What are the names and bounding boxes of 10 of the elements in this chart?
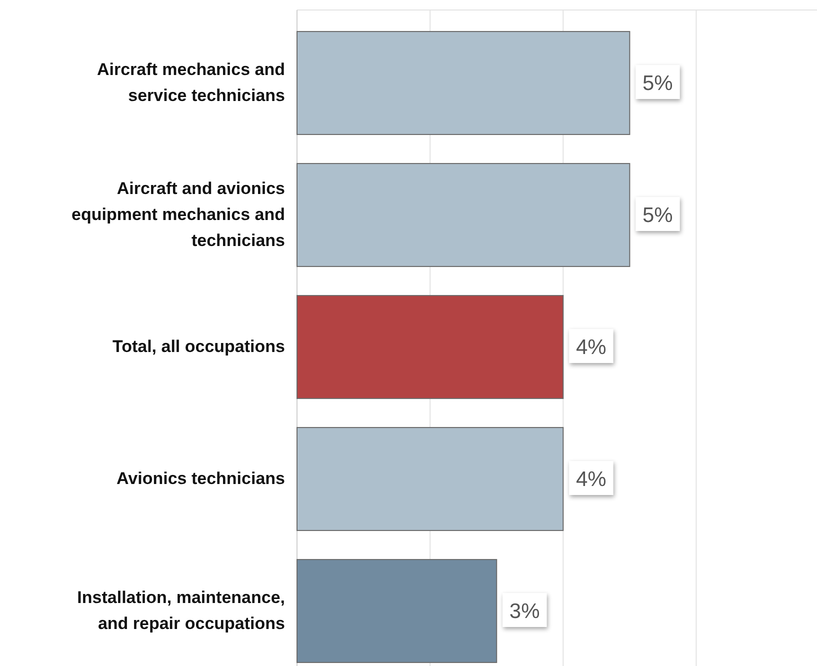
data-label: 5% [642, 204, 673, 227]
y-tick-label: Aircraft and avionics equipment mechanics and technicians [72, 179, 285, 250]
data-label: 4% [576, 468, 606, 491]
data-label: 3% [509, 600, 540, 623]
y-tick-label: Installation, maintenance, and repair occupations [77, 588, 285, 633]
y-tick-label: Avionics technicians [116, 469, 285, 488]
data-label: 5% [642, 72, 673, 95]
y-tick-label: Aircraft mechanics and service technicians [96, 60, 285, 105]
data-label: 4% [576, 336, 606, 359]
y-tick-label: Total, all occupations [112, 337, 285, 356]
